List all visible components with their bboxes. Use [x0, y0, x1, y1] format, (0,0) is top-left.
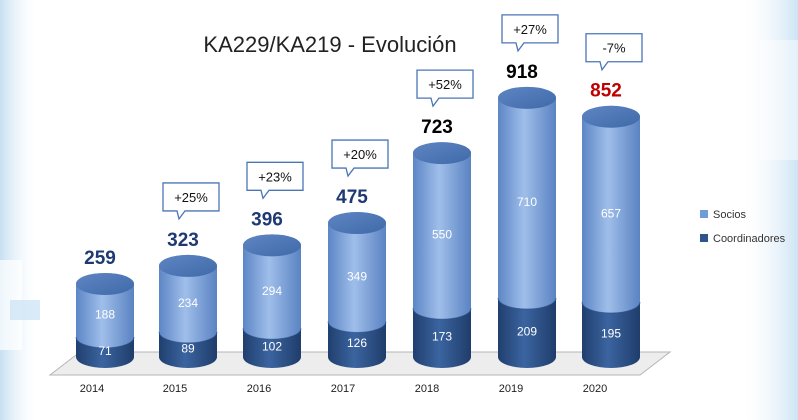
- change-label: +23%: [258, 169, 292, 184]
- data-label-socios: 349: [347, 269, 367, 283]
- bar-top-cap: [498, 86, 556, 109]
- change-callout: [416, 69, 474, 108]
- bar-group: 71 188 259: [75, 248, 135, 368]
- change-label: +20%: [343, 147, 377, 162]
- bar-top-cap: [582, 105, 640, 128]
- data-label-coordinadores: 195: [601, 327, 621, 341]
- total-label: 918: [506, 62, 538, 83]
- bar-group: 209 710 918 +27%: [497, 14, 559, 368]
- bar-socios: [413, 142, 471, 320]
- total-label: 475: [336, 187, 368, 208]
- total-label: 396: [251, 209, 283, 230]
- bar-group: 173 550 723 +52%: [412, 69, 474, 368]
- segment-divider: [412, 308, 472, 320]
- data-label-coordinadores: 209: [517, 325, 537, 339]
- change-label: +27%: [513, 22, 547, 37]
- segment-divider: [242, 328, 302, 340]
- data-label-socios: 657: [601, 206, 621, 220]
- data-label-coordinadores: 126: [347, 336, 367, 350]
- data-label-socios: 710: [517, 195, 537, 209]
- data-label-socios: 234: [178, 296, 198, 310]
- change-callout: [501, 14, 559, 53]
- bar-top-cap: [413, 142, 471, 165]
- data-label-socios: 550: [432, 228, 452, 242]
- bars: 71 188 259 89 234 323 +25% 102 294 396 +23% 126 349 4…: [75, 14, 643, 368]
- bar-group: 195 657 852 -7%: [581, 33, 643, 368]
- change-label: +25%: [174, 190, 208, 205]
- segment-divider: [497, 297, 557, 310]
- change-label: +52%: [428, 77, 462, 92]
- legend-swatch-socios: [700, 210, 708, 218]
- bar-group: 126 349 475 +20%: [327, 139, 389, 368]
- bar-socios: [243, 234, 301, 340]
- total-label: 323: [167, 230, 199, 251]
- x-tick-label: 2020: [583, 383, 607, 395]
- segment-divider: [158, 331, 218, 344]
- legend-label-socios: Socios: [713, 209, 747, 221]
- bar-socios: [159, 254, 217, 343]
- change-label: -7%: [602, 41, 626, 56]
- x-tick-label: 2015: [163, 383, 187, 395]
- bar-top-cap: [243, 234, 301, 257]
- bar-top-cap: [328, 212, 386, 235]
- legend-label-coordinadores: Coordinadores: [713, 233, 786, 245]
- change-callout: [162, 182, 220, 221]
- bar-top-cap: [76, 272, 134, 295]
- change-callout: [246, 161, 304, 200]
- change-callout: [331, 139, 389, 178]
- chart-title: KA229/KA219 - Evolución: [203, 32, 456, 57]
- data-label-coordinadores: 71: [98, 344, 112, 358]
- segment-divider: [75, 336, 135, 349]
- data-label-coordinadores: 102: [262, 340, 282, 354]
- x-tick-label: 2019: [499, 383, 523, 395]
- data-label-coordinadores: 173: [432, 330, 452, 344]
- x-tick-label: 2016: [247, 383, 271, 395]
- x-axis-ticks: 2014 2015 2016 2017 2018 2019 2020: [80, 383, 607, 395]
- bar-socios: [498, 86, 556, 310]
- legend: Socios Coordinadores: [700, 209, 786, 245]
- total-label: 852: [590, 81, 622, 102]
- bar-socios: [328, 212, 386, 333]
- bar-socios: [582, 105, 640, 314]
- x-tick-label: 2017: [331, 383, 355, 395]
- total-label: 259: [84, 248, 116, 269]
- legend-swatch-coordinadores: [700, 234, 708, 242]
- x-tick-label: 2018: [415, 383, 439, 395]
- bar-group: 102 294 396 +23%: [242, 161, 304, 368]
- data-label-socios: 188: [95, 307, 115, 321]
- total-label: 723: [421, 117, 453, 138]
- change-callout: [585, 33, 643, 72]
- segment-divider: [581, 301, 641, 314]
- bar-top-cap: [159, 254, 217, 277]
- segment-divider: [327, 321, 387, 333]
- x-tick-label: 2014: [80, 383, 104, 395]
- bar-group: 89 234 323 +25%: [158, 182, 220, 368]
- data-label-socios: 294: [262, 284, 282, 298]
- data-label-coordinadores: 89: [181, 341, 195, 355]
